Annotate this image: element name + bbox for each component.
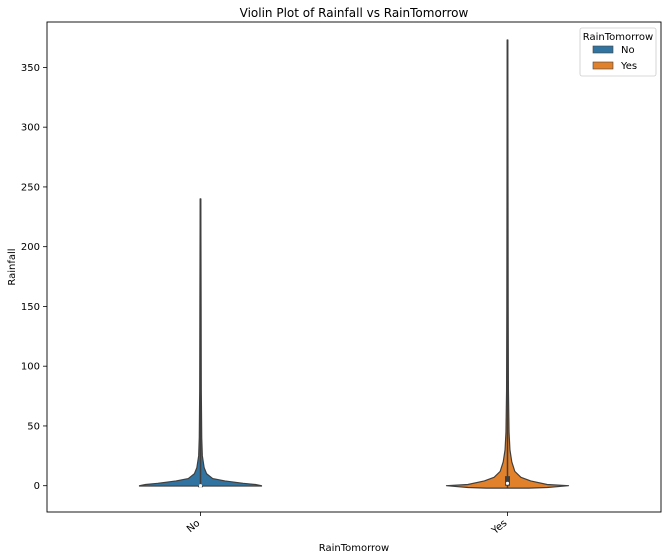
y-axis: 0 50 100 150 200 250 300 350 bbox=[21, 63, 47, 492]
chart-title: Violin Plot of Rainfall vs RainTomorrow bbox=[240, 6, 469, 20]
legend-swatch-no bbox=[592, 45, 614, 54]
legend-swatch-yes bbox=[592, 61, 614, 70]
violins bbox=[138, 39, 570, 489]
plot-frame bbox=[46, 21, 662, 513]
y-tick-label: 350 bbox=[21, 63, 40, 74]
x-axis-label: RainTomorrow bbox=[319, 543, 389, 554]
x-axis: No Yes bbox=[185, 512, 509, 537]
x-tick-label: Yes bbox=[489, 518, 509, 537]
legend-title: RainTomorrow bbox=[583, 32, 653, 43]
violin-iqr-box-yes bbox=[505, 476, 510, 486]
legend: RainTomorrow No Yes bbox=[579, 27, 657, 77]
legend-label-yes: Yes bbox=[620, 61, 637, 72]
y-tick-label: 300 bbox=[21, 123, 40, 134]
x-tick-label: No bbox=[185, 518, 202, 535]
y-tick-label: 50 bbox=[27, 421, 40, 432]
y-tick-label: 100 bbox=[21, 362, 40, 373]
y-tick-label: 200 bbox=[21, 242, 40, 253]
y-tick-label: 0 bbox=[34, 481, 40, 492]
y-tick-label: 250 bbox=[21, 182, 40, 193]
violin-median-yes bbox=[505, 481, 510, 485]
y-tick-label: 150 bbox=[21, 302, 40, 313]
violin-median-no bbox=[198, 484, 203, 488]
legend-label-no: No bbox=[621, 45, 635, 56]
y-axis-label: Rainfall bbox=[7, 248, 18, 285]
